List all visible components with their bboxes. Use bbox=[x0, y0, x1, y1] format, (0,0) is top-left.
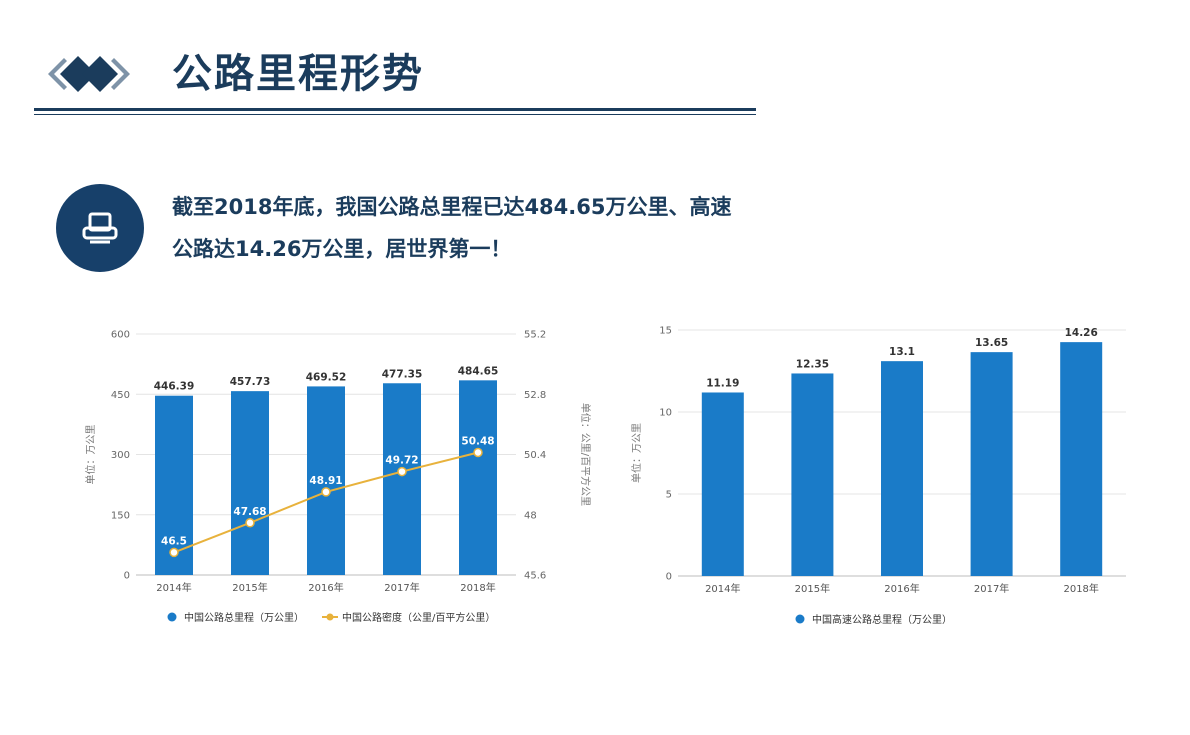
expressway-chart-bar bbox=[701, 392, 744, 576]
expressway-mileage-chart-svg: 0 5 10 15 单位：万公里 11.19 12.35 13.1 13.65 14.26 2014… bbox=[630, 326, 1126, 626]
road-chart-x-tick-label: 2016年 bbox=[308, 581, 343, 594]
page-title: 公路里程形势 bbox=[172, 51, 424, 97]
expressway-chart-bar-value-label: 14.26 bbox=[1065, 327, 1098, 339]
road-chart-line-point bbox=[245, 518, 255, 528]
road-chart-bar bbox=[459, 380, 497, 575]
expressway-chart-bar-value-label: 11.19 bbox=[706, 377, 739, 389]
expressway-chart-y-tick-label: 10 bbox=[659, 408, 672, 419]
road-chart-y-tick-label: 450 bbox=[111, 390, 130, 401]
printer-icon bbox=[82, 212, 118, 244]
expressway-chart-x-tick-label: 2014年 bbox=[705, 582, 740, 595]
expressway-chart-y-tick-label: 15 bbox=[659, 326, 672, 337]
road-chart-x-tick-label: 2017年 bbox=[384, 581, 419, 594]
road-chart-x-tick-label: 2014年 bbox=[156, 581, 191, 594]
expressway-chart-y-axis-title: 单位：万公里 bbox=[630, 423, 643, 483]
title-underline bbox=[34, 108, 756, 111]
road-chart-y-tick-label: 0 bbox=[124, 571, 130, 582]
road-chart-legend-marker bbox=[167, 612, 177, 622]
road-chart-line-point bbox=[169, 547, 179, 558]
expressway-chart-y-tick-label: 5 bbox=[666, 490, 672, 501]
road-chart-line-value-label: 48.91 bbox=[309, 475, 342, 487]
road-chart-line-value-label: 47.68 bbox=[233, 506, 266, 518]
road-chart-x-tick-label: 2018年 bbox=[460, 581, 495, 594]
road-chart-line-point bbox=[321, 487, 331, 497]
expressway-chart-legend-label: 中国高速公路总里程（万公里） bbox=[812, 613, 952, 626]
road-chart-line-point bbox=[473, 447, 483, 458]
icon-badge bbox=[56, 184, 144, 272]
road-chart-bar-value-label: 446.39 bbox=[154, 381, 195, 393]
road-chart-bar bbox=[307, 386, 345, 575]
expressway-chart-bar-value-label: 12.35 bbox=[796, 358, 829, 370]
road-chart-x-tick-label: 2015年 bbox=[232, 581, 267, 594]
diamond-chevrons-logo bbox=[48, 56, 130, 92]
road-chart-line-value-label: 49.72 bbox=[385, 455, 418, 467]
road-chart-bar-value-label: 469.52 bbox=[306, 371, 347, 383]
road-chart-y2-tick-label: 55.2 bbox=[524, 330, 546, 341]
road-mileage-chart-svg: 0 150 300 450 600 45.6 48 50.4 52.8 55.2 单位：万公里 单位：… bbox=[84, 330, 592, 625]
road-chart-y2-tick-label: 48 bbox=[524, 510, 537, 521]
road-chart-bar-value-label: 484.65 bbox=[458, 365, 499, 377]
road-chart-y2-tick-label: 50.4 bbox=[524, 450, 546, 461]
road-chart-bar bbox=[231, 391, 269, 575]
headline-line-1: 截至2018年底，我国公路总里程已达484.65万公里、高速 bbox=[172, 195, 732, 219]
road-chart-line-value-label: 50.48 bbox=[461, 435, 494, 447]
road-chart-bar bbox=[383, 383, 421, 575]
road-chart-y2-axis-title: 单位：公里/百平方公里 bbox=[579, 403, 592, 506]
road-chart-legend-marker bbox=[326, 613, 334, 621]
expressway-chart-bar bbox=[1060, 342, 1103, 576]
road-chart-y2-tick-label: 52.8 bbox=[524, 390, 546, 401]
road-chart-line-value-label: 46.5 bbox=[161, 535, 187, 547]
expressway-mileage-chart: 0 5 10 15 单位：万公里 11.19 12.35 13.1 13.65 14.26 2014… bbox=[626, 318, 1132, 633]
road-chart-bar-value-label: 477.35 bbox=[382, 368, 423, 380]
road-mileage-chart: 0 150 300 450 600 45.6 48 50.4 52.8 55.2 单位：万公里 单位：… bbox=[84, 318, 604, 633]
headline-line-2: 公路达14.26万公里，居世界第一！ bbox=[172, 237, 512, 261]
road-chart-y2-tick-label: 45.6 bbox=[524, 571, 546, 582]
expressway-chart-legend-marker bbox=[795, 614, 805, 624]
road-chart-bar-value-label: 457.73 bbox=[230, 376, 271, 388]
expressway-chart-y-tick-label: 0 bbox=[666, 572, 672, 583]
road-chart-y-tick-label: 150 bbox=[111, 510, 130, 521]
road-chart-y-tick-label: 600 bbox=[111, 330, 130, 341]
expressway-chart-bar-value-label: 13.1 bbox=[889, 346, 915, 358]
expressway-chart-bar bbox=[881, 361, 923, 576]
expressway-chart-x-tick-label: 2017年 bbox=[974, 582, 1009, 595]
expressway-chart-bar bbox=[791, 373, 834, 576]
headline: 截至2018年底，我国公路总里程已达484.65万公里、高速 公路达14.26万… bbox=[172, 186, 892, 270]
expressway-chart-x-tick-label: 2016年 bbox=[884, 582, 919, 595]
expressway-chart-x-tick-label: 2018年 bbox=[1063, 582, 1098, 595]
expressway-chart-x-tick-label: 2015年 bbox=[795, 582, 830, 595]
road-chart-bar bbox=[155, 395, 193, 575]
road-chart-legend-label: 中国公路密度（公里/百平方公里） bbox=[342, 611, 495, 624]
road-chart-legend-label: 中国公路总里程（万公里） bbox=[184, 611, 304, 624]
title-underline-thin bbox=[34, 114, 756, 115]
expressway-chart-bar bbox=[970, 352, 1013, 576]
road-chart-y-tick-label: 300 bbox=[111, 450, 130, 461]
expressway-chart-bar-value-label: 13.65 bbox=[975, 337, 1008, 349]
road-chart-line-point bbox=[397, 466, 407, 477]
road-chart-y-axis-title: 单位：万公里 bbox=[84, 425, 97, 485]
